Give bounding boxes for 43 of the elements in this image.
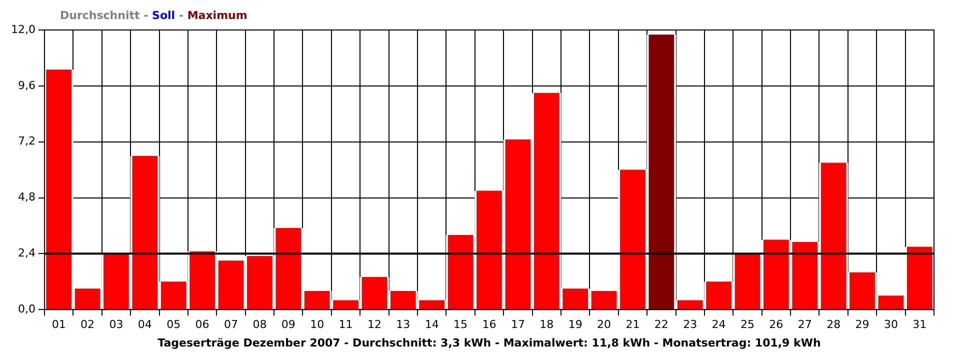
x-tick-label: 15: [454, 318, 468, 332]
x-tick-label: 17: [510, 318, 525, 332]
x-tick-label: 20: [597, 318, 612, 332]
x-tick-label: 07: [224, 318, 238, 332]
x-tick-label: 30: [884, 318, 898, 332]
x-tick-label: 26: [769, 318, 784, 332]
text: -: [144, 9, 148, 22]
x-tick-label: 13: [396, 318, 410, 332]
y-tick-label: 4,8: [18, 190, 36, 204]
x-tick-label: 18: [540, 318, 554, 332]
x-axis-title: Tageserträge Dezember 2007 - Durchschnitt: 3,3 kWh - Maximalwert: 11,8 kWh - Monatsertrag: 101,9 kWh: [158, 336, 821, 350]
text: -: [178, 9, 184, 22]
x-tick-label: 05: [166, 318, 181, 332]
x-tick-label: 16: [482, 318, 496, 332]
x-tick-label: 25: [740, 318, 754, 332]
y-tick-label: 9,6: [18, 78, 36, 92]
x-tick-label: 22: [654, 318, 668, 332]
x-tick-label: 21: [626, 318, 640, 332]
x-tick-label: 02: [80, 318, 95, 332]
y-tick-label: 2,4: [18, 246, 36, 260]
text: Durchschnitt: [60, 9, 140, 22]
y-tick-label: 7,2: [18, 134, 36, 148]
x-tick-label: 11: [338, 318, 353, 332]
text: Soll: [152, 9, 176, 22]
x-tick-label: 28: [826, 318, 841, 332]
x-tick-label: 19: [568, 318, 582, 332]
x-tick-label: 23: [683, 318, 698, 332]
x-tick-label: 10: [310, 318, 324, 332]
x-tick-label: 04: [138, 318, 152, 332]
x-tick-label: 31: [912, 318, 927, 332]
x-tick-label: 29: [855, 318, 870, 332]
x-tick-label: 24: [712, 318, 726, 332]
x-tick-label: 12: [367, 318, 382, 332]
y-tick-label: 0,0: [18, 302, 36, 316]
y-tick-label: 12,0: [10, 22, 36, 36]
x-tick-label: 03: [109, 318, 124, 332]
x-tick-label: 14: [424, 318, 439, 332]
x-tick-label: 08: [252, 318, 267, 332]
text: Maximum: [187, 9, 248, 22]
x-tick-label: 01: [52, 318, 66, 332]
x-tick-label: 27: [798, 318, 812, 332]
x-tick-label: 09: [281, 318, 296, 332]
x-tick-label: 06: [195, 318, 210, 332]
